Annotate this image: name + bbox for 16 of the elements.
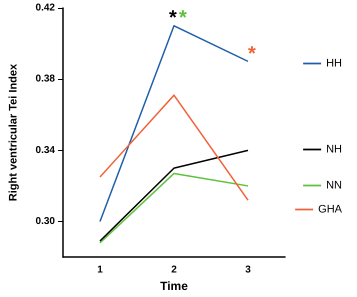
- y-tick-label: 0.30: [36, 216, 56, 228]
- legend-label: NH: [326, 144, 342, 156]
- annotation: *: [169, 7, 177, 29]
- annotation: *: [179, 7, 187, 29]
- legend-label: HH: [326, 58, 342, 70]
- x-axis-title: Time: [160, 279, 188, 293]
- y-tick-label: 0.34: [36, 144, 56, 156]
- y-tick-label: 0.42: [36, 2, 56, 14]
- y-axis-title: Right ventricular Tei Index: [8, 63, 20, 202]
- x-tick-label: 1: [97, 264, 104, 276]
- x-tick-label: 3: [245, 264, 252, 276]
- legend-label: GHA: [318, 204, 343, 216]
- annotation: *: [248, 43, 256, 65]
- x-tick-label: 2: [171, 264, 178, 276]
- legend-label: NN: [326, 180, 342, 192]
- y-tick-label: 0.38: [36, 74, 56, 85]
